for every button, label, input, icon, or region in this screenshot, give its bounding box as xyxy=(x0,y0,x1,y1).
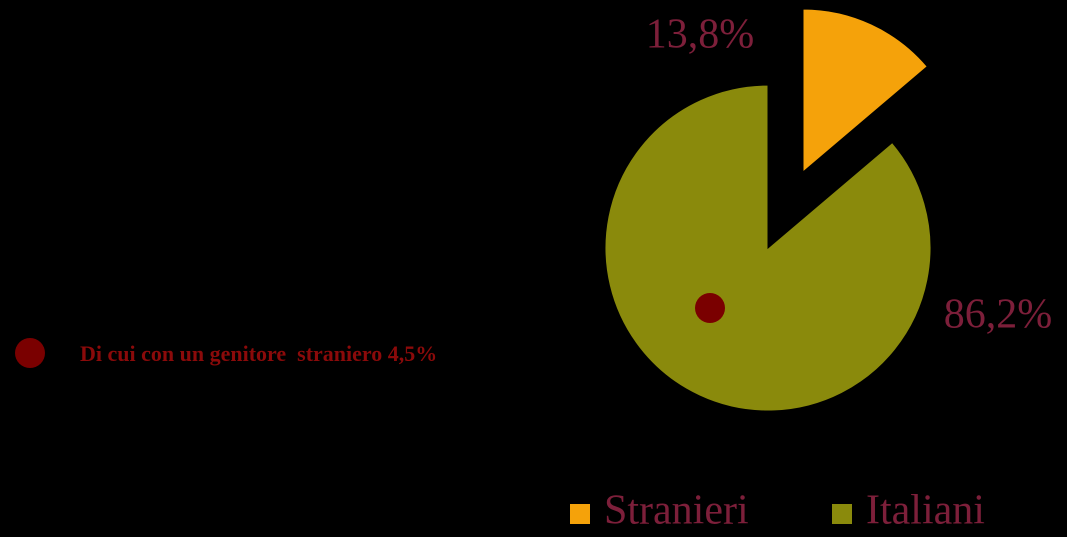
slice-label: 13,8% xyxy=(646,12,755,58)
legend-swatch xyxy=(832,504,852,524)
legend-label: Stranieri xyxy=(604,488,749,534)
highlight-dot xyxy=(695,293,725,323)
legend-label: Italiani xyxy=(866,488,985,534)
pie-slice xyxy=(802,8,928,174)
slice-label: 86,2% xyxy=(944,292,1053,338)
annotation: Di cui con un genitore straniero 4,5% xyxy=(80,341,437,366)
pie-slice xyxy=(604,84,932,412)
legend-swatch xyxy=(570,504,590,524)
note-bullet xyxy=(15,338,45,368)
